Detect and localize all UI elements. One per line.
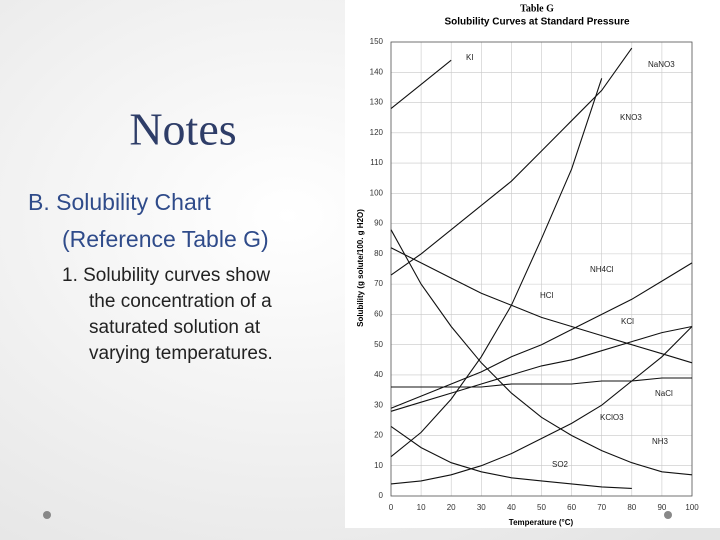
y-tick-label: 40 [374,370,383,379]
x-tick-label: 100 [685,503,699,512]
legend-label: NaNO3 [648,60,675,69]
y-tick-label: 10 [374,461,383,470]
legend-label: NaCl [655,389,673,398]
series-line [390,229,693,476]
y-tick-label: 140 [370,67,384,76]
y-tick-label: 120 [370,128,384,137]
y-tick-label: 30 [374,400,383,409]
plot-frame [390,41,693,497]
x-tick-label: 70 [597,503,606,512]
legend-label: SO2 [552,460,569,469]
series-line [390,325,693,412]
x-tick-label: 80 [627,503,636,512]
decor-dot [664,511,672,519]
y-tick-label: 110 [370,158,383,167]
y-tick-label: 90 [374,219,383,228]
y-tick-label: 70 [374,279,383,288]
legend-label: HCl [540,291,554,300]
x-tick-label: 40 [507,503,516,512]
chart-subtitle: Solubility Curves at Standard Pressure [444,17,629,28]
series-line [390,326,693,485]
y-tick-label: 20 [374,431,383,440]
y-axis-label: Solubility (g solute/100. g H2O) [356,209,365,327]
series-line [390,78,603,458]
series-line [390,262,693,409]
y-tick-label: 50 [374,340,383,349]
point-line: the concentration of a [89,291,272,312]
y-tick-label: 150 [370,37,384,46]
heading-line: B. Solubility Chart [28,189,211,215]
x-tick-label: 20 [447,503,456,512]
point-line: varying temperatures. [89,343,273,364]
heading-line: (Reference Table G) [62,226,269,252]
legend-label: KI [466,53,474,62]
x-tick-label: 0 [389,503,394,512]
chart-title: Table G [520,3,554,14]
series-line [390,47,633,276]
legend-label: NH4Cl [590,265,614,274]
legend-label: KNO3 [620,113,642,122]
legend-label: NH3 [652,437,669,446]
x-axis-label: Temperature (°C) [509,518,574,527]
x-tick-label: 10 [417,503,426,512]
point-line: saturated solution at [89,317,261,338]
legend-label: KClO3 [600,413,624,422]
decor-dot [43,511,51,519]
y-tick-label: 60 [374,310,383,319]
x-tick-label: 90 [657,503,666,512]
y-tick-label: 80 [374,249,383,258]
y-tick-label: 130 [370,98,384,107]
series-line [390,425,632,489]
legend-label: KCl [621,317,634,326]
x-tick-label: 30 [477,503,486,512]
point-line: 1. Solubility curves show [62,265,270,286]
series-line [390,59,452,110]
slide-title: Notes [129,104,236,155]
x-tick-label: 50 [537,503,546,512]
series-line [391,377,692,388]
y-tick-label: 0 [379,491,384,500]
x-tick-label: 60 [567,503,576,512]
series-line [390,247,693,364]
y-tick-label: 100 [370,188,384,197]
